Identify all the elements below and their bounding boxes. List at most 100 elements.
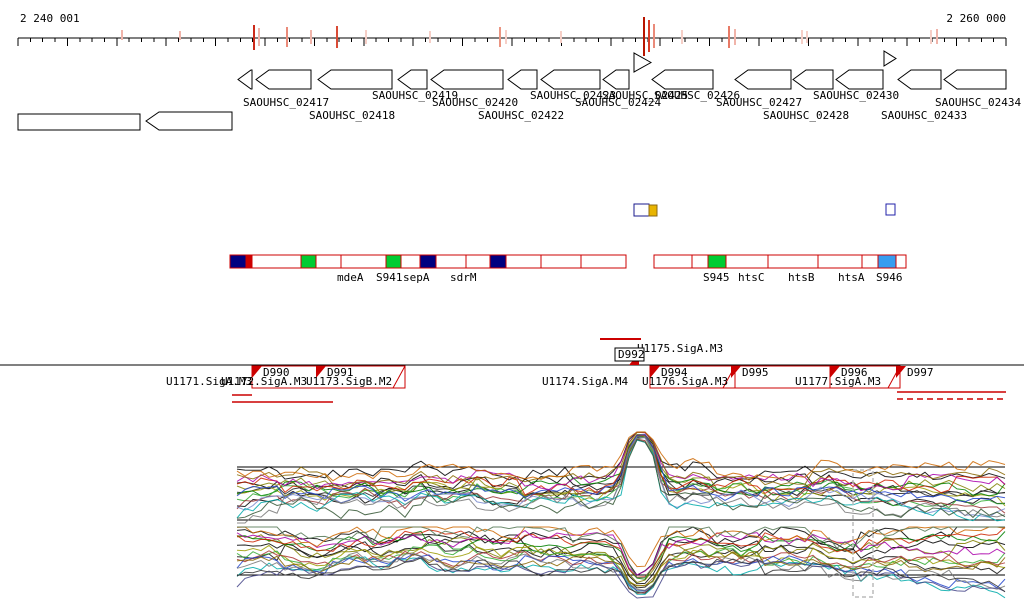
expression-series [236,529,1006,576]
feature-segment[interactable] [385,254,402,269]
variant-mark [121,30,123,40]
gene-arrow[interactable] [430,69,504,90]
variant-mark [336,26,338,48]
feature-segment[interactable] [767,254,819,269]
feature-segment[interactable] [435,254,467,269]
gene-arrow[interactable] [897,69,942,90]
gene-arrow[interactable] [255,69,312,90]
variant-mark [310,30,312,44]
feature-segment[interactable] [489,254,507,269]
feature-segment[interactable] [580,254,627,269]
tss-flag[interactable] [316,366,326,378]
variant-mark [253,25,255,50]
gene-label: SAOUHSC_02430 [813,89,899,102]
gene-arrow[interactable] [602,69,630,90]
variant-mark [653,24,655,48]
expression-series [236,530,1006,580]
selected-tss-box[interactable] [614,347,645,362]
expression-series [237,436,1006,524]
variant-mark [643,17,645,56]
feature-segment[interactable] [817,254,863,269]
expression-series [236,431,1006,492]
tss-flag[interactable] [731,366,741,378]
tss-flag[interactable] [896,366,906,378]
tss-label: D992 [618,348,645,361]
gene-label: SAOUHSC_02419 [372,89,458,102]
gene-arrow[interactable] [633,52,653,73]
variant-mark [681,30,683,44]
feature-segment[interactable] [400,254,421,269]
feature-label: htsB [788,271,815,284]
gene-box[interactable] [17,113,141,131]
variant-mark [936,29,938,44]
feature-segment[interactable] [419,254,437,269]
feature-segment[interactable] [895,254,907,269]
gene-arrow[interactable] [317,69,393,90]
variant-mark [429,31,431,43]
selection-region[interactable] [852,469,874,598]
gene-label: SAOUHSC_02422 [478,109,564,122]
feature-segment[interactable] [340,254,387,269]
transcription-unit-label: U1172.SigA.M3 [221,375,307,388]
gene-arrow[interactable] [507,69,538,90]
feature-segment[interactable] [707,254,727,269]
unit-end-diagonal [392,365,406,389]
transcription-unit-label: U1175.SigA.M3 [637,342,723,355]
variant-mark [365,30,367,44]
feature-label: sdrM [450,271,477,284]
tss-label: D991 [327,366,354,379]
variant-mark [505,30,507,44]
gene-label: SAOUHSC_02428 [763,109,849,122]
transcription-unit-label: U1173.SigB.M2 [306,375,392,388]
tss-flag[interactable] [650,366,660,378]
expression-series [236,434,1006,503]
expression-series [236,431,1006,488]
expression-series [237,526,1005,579]
ruler-start-coordinate: 2 240 001 [20,12,80,25]
feature-segment[interactable] [245,254,253,269]
feature-segment[interactable] [691,254,709,269]
tss-flag[interactable] [252,366,262,378]
gene-arrow[interactable] [835,69,884,90]
gene-label: SAOUHSC_02433 [881,109,967,122]
feature-segment[interactable] [540,254,582,269]
tss-label: D990 [263,366,290,379]
feature-segment[interactable] [877,254,897,269]
gene-arrow[interactable] [540,69,601,90]
variant-mark [286,27,288,47]
gene-arrow[interactable] [883,50,897,67]
feature-label: S946 [876,271,903,284]
variant-mark [179,31,181,40]
tss-label: D996 [841,366,868,379]
feature-segment[interactable] [505,254,542,269]
transcription-unit-label: U1174.SigA.M4 [542,375,628,388]
expression-series [236,436,1006,508]
gene-arrow[interactable] [145,111,233,131]
gene-arrow[interactable] [734,69,792,90]
gene-arrow[interactable] [943,69,1007,90]
variant-mark [648,20,650,52]
gene-arrow[interactable] [792,69,834,90]
marker-box[interactable] [648,204,658,217]
marker-box[interactable] [633,203,650,217]
expression-series [236,438,1006,514]
feature-label: sepA [403,271,430,284]
gene-arrow[interactable] [237,69,253,90]
feature-segment[interactable] [251,254,302,269]
transcription-unit-label: U1171.SigA.M3 [166,375,252,388]
feature-segment[interactable] [653,254,693,269]
gene-arrow[interactable] [397,69,428,90]
tss-flag[interactable] [830,366,840,378]
marker-box[interactable] [885,203,896,216]
marker-track [633,203,896,217]
feature-segment[interactable] [861,254,879,269]
gene-arrow[interactable] [651,69,714,90]
gene-label: SAOUHSC_02424 [575,96,661,109]
feature-segment[interactable] [300,254,317,269]
feature-segment[interactable] [229,254,247,269]
feature-segment[interactable] [315,254,342,269]
gene-label: SAOUHSC_02434 [935,96,1021,109]
feature-segment[interactable] [465,254,491,269]
feature-segment[interactable] [725,254,769,269]
